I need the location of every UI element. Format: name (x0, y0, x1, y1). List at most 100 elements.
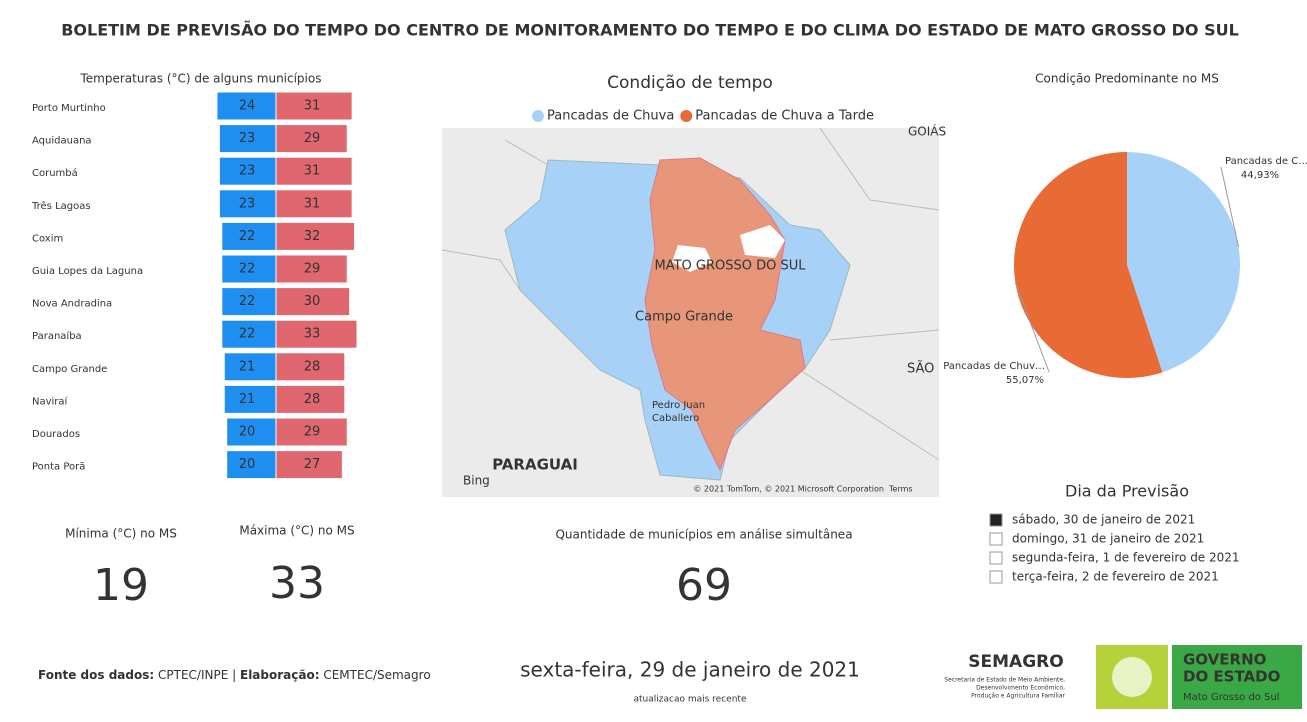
category-label: Naviraí (32, 395, 69, 407)
value-label: 30 (304, 294, 321, 309)
leader-line (1014, 282, 1050, 373)
category-label: Campo Grande (32, 364, 107, 375)
bar (222, 320, 276, 348)
logo-sub: Secretaria de Estado de Meio Ambiente, (944, 677, 1065, 684)
value-label: 29 (304, 262, 321, 277)
bar (219, 157, 276, 185)
bar (276, 288, 350, 316)
card-value: 19 (93, 560, 149, 611)
bar (224, 385, 276, 413)
card-label: Máxima (°C) no MS (239, 524, 354, 538)
map-title: Condição de tempo (607, 73, 773, 93)
value-label: 22 (239, 262, 256, 277)
legend-swatch (680, 110, 693, 122)
value-label: 23 (239, 196, 256, 211)
card-label: Mínima (°C) no MS (65, 527, 177, 541)
checkbox[interactable] (989, 551, 1003, 565)
pie-title: Condição Predominante no MS (1035, 72, 1219, 86)
value-label: 28 (304, 392, 321, 407)
logo-gov-bg (1172, 645, 1302, 709)
map-label: Campo Grande (635, 310, 733, 325)
map-label: GOIÁS (908, 124, 946, 139)
value-label: 31 (304, 196, 321, 211)
map-label: Caballero (652, 413, 699, 424)
checkbox[interactable] (989, 570, 1003, 584)
category-label: Guia Lopes da Laguna (32, 266, 143, 277)
value-label: 31 (304, 164, 321, 179)
page-title: BOLETIM DE PREVISÃO DO TEMPO DO CENTRO D… (61, 21, 1239, 40)
pie-slice (1127, 152, 1240, 373)
pie-value-label: 55,07% (1006, 375, 1044, 386)
footer-note: atualizacao mais recente (634, 695, 747, 705)
leader-line (1220, 166, 1240, 248)
checkbox[interactable] (989, 513, 1003, 527)
value-label: 31 (304, 99, 321, 114)
logo-gov: GOVERNO (1183, 651, 1266, 669)
bar (276, 125, 347, 153)
pie-label: Pancadas de C… (1225, 156, 1307, 167)
value-label: 20 (239, 457, 256, 472)
category-label: Porto Murtinho (32, 103, 106, 114)
map-label: Pedro Juan (652, 400, 705, 411)
value-label: 21 (239, 359, 256, 374)
card-value: 33 (269, 558, 325, 609)
map-terms[interactable]: Terms (888, 485, 913, 494)
slicer-title: Dia da Previsão (1065, 482, 1189, 501)
slicer-option[interactable]: domingo, 31 de janeiro de 2021 (1012, 532, 1204, 546)
value-label: 28 (304, 359, 321, 374)
map-hole (672, 245, 712, 272)
bar (227, 418, 276, 446)
legend-label: Pancadas de Chuva (547, 109, 674, 124)
bar (276, 157, 352, 185)
bar (227, 451, 276, 479)
checkbox[interactable] (989, 532, 1003, 546)
value-label: 22 (239, 294, 256, 309)
logo-gov: Mato Grosso do Sul (1183, 692, 1280, 703)
map-borders (441, 127, 940, 461)
footer-source: Fonte dos dados: CPTEC/INPE | Elaboração… (38, 668, 431, 682)
value-label: 32 (304, 229, 321, 244)
bar (276, 190, 352, 218)
map-label: Bing (463, 474, 490, 488)
bar (276, 418, 347, 446)
category-label: Paranaíba (32, 330, 82, 342)
map-attribution: © 2021 TomTom, © 2021 Microsoft Corporat… (693, 485, 884, 494)
slicer-option[interactable]: terça-feira, 2 de fevereiro de 2021 (1012, 570, 1219, 584)
value-label: 22 (239, 229, 256, 244)
bar (276, 451, 342, 479)
category-label: Aquidauana (32, 136, 92, 147)
bar (222, 288, 276, 316)
card-label: Quantidade de municípios em análise simu… (555, 528, 852, 542)
bar-title: Temperaturas (°C) de alguns municípios (80, 72, 322, 86)
logo-gov: DO ESTADO (1183, 668, 1280, 686)
map-label: SÃO (907, 361, 934, 377)
card-value: 69 (676, 560, 732, 611)
value-label: 27 (304, 457, 321, 472)
pie-label: Pancadas de Chuv… (943, 361, 1045, 372)
legend-swatch (532, 110, 544, 122)
bar (219, 125, 276, 153)
legend-label: Pancadas de Chuva a Tarde (695, 109, 874, 124)
value-label: 29 (304, 425, 321, 440)
value-label: 23 (239, 131, 256, 146)
category-label: Nova Andradina (32, 299, 112, 310)
bar (276, 353, 345, 381)
logo-crest-emblem (1112, 657, 1152, 697)
value-label: 24 (239, 99, 256, 114)
map (441, 127, 940, 497)
bar (276, 385, 345, 413)
category-label: Dourados (32, 429, 80, 440)
bar (276, 255, 347, 283)
footer-date: sexta-feira, 29 de janeiro de 2021 (520, 658, 860, 682)
bar (224, 353, 276, 381)
value-label: 22 (239, 327, 256, 342)
bar (222, 222, 276, 250)
category-label: Coxim (32, 233, 63, 244)
slicer-option[interactable]: segunda-feira, 1 de fevereiro de 2021 (1012, 551, 1240, 565)
category-label: Ponta Porã (32, 462, 85, 473)
slicer-option[interactable]: sábado, 30 de janeiro de 2021 (1012, 513, 1195, 527)
pie-slice (1013, 152, 1163, 378)
bar (276, 320, 357, 348)
value-label: 21 (239, 392, 256, 407)
